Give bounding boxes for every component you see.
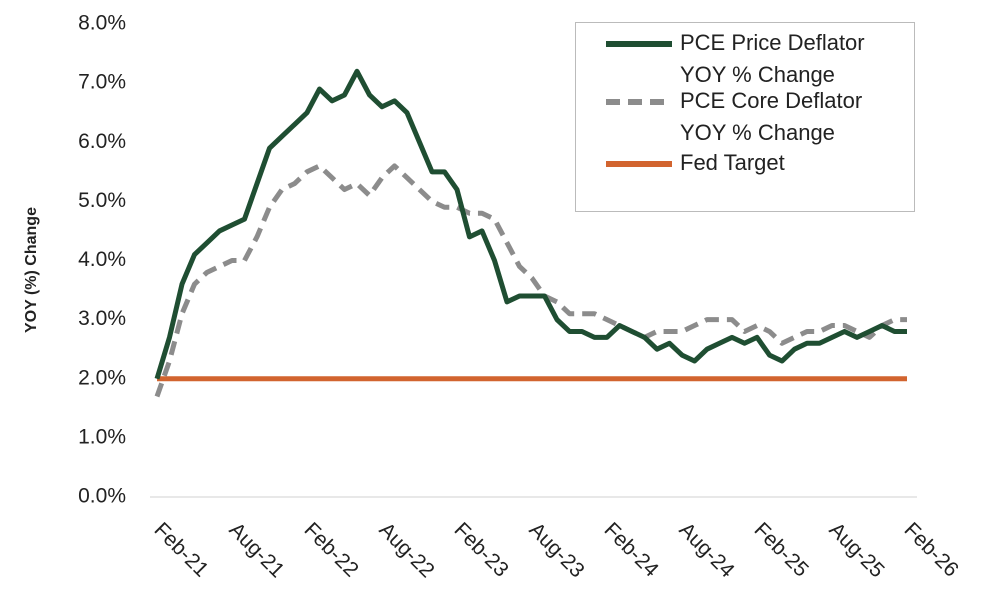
y-tick-label: 8.0% (78, 12, 126, 35)
y-tick-label: 2.0% (78, 366, 126, 389)
y-tick-label: 6.0% (78, 130, 126, 153)
x-tick-label: Feb-26 (900, 518, 963, 581)
x-tick-label: Feb-24 (600, 518, 664, 582)
y-tick-label: 1.0% (78, 425, 126, 448)
legend-label: PCE Price Deflator YOY % Change (680, 30, 865, 87)
x-tick-label: Aug-22 (375, 518, 439, 582)
x-tick-label: Aug-21 (225, 518, 289, 582)
y-tick-label: 0.0% (78, 485, 126, 508)
legend: PCE Price Deflator YOY % Change PCE Core … (575, 22, 915, 212)
x-tick-label: Aug-23 (525, 518, 589, 582)
y-tick-label: 4.0% (78, 248, 126, 271)
line-series (154, 68, 907, 380)
x-tick-label: Feb-25 (750, 518, 813, 581)
y-tick-label: 5.0% (78, 189, 126, 212)
x-tick-label: Aug-24 (675, 518, 739, 582)
x-tick-label: Feb-22 (300, 518, 363, 581)
line-series (154, 163, 907, 398)
legend-swatch (606, 161, 672, 167)
legend-label: PCE Core Deflator YOY % Change (680, 88, 863, 145)
x-tick-label: Feb-21 (150, 518, 213, 581)
y-tick-label: 7.0% (78, 71, 126, 94)
y-tick-label: 3.0% (78, 307, 126, 330)
legend-label: Fed Target (680, 150, 785, 175)
x-tick-label: Feb-23 (450, 518, 513, 581)
legend-swatch (606, 99, 672, 105)
x-tick-label: Aug-25 (825, 518, 889, 582)
y-axis-label: YOY (%) Change (23, 207, 40, 333)
legend-swatch (606, 41, 672, 47)
